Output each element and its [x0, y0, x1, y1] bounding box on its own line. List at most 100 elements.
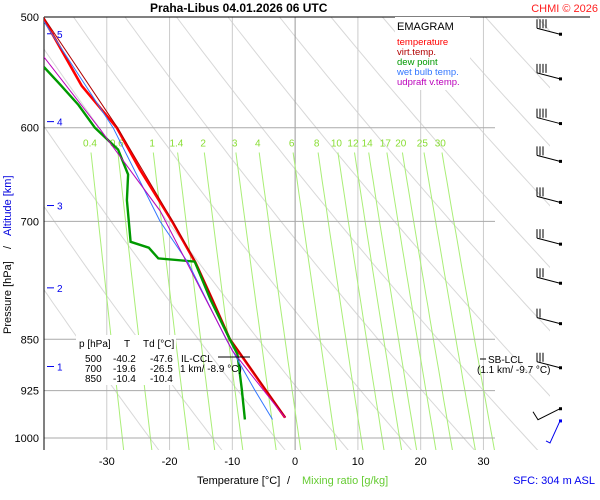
sfc-altitude: SFC: 304 m ASL [513, 475, 595, 487]
wind-barb-station [559, 419, 562, 423]
dry-adiabat [44, 48, 349, 450]
y-tick-label: 850 [21, 334, 39, 346]
mixing-ratio-label: 2 [200, 139, 206, 150]
wind-barb-staff [536, 361, 561, 369]
altitude-tick-label: 1 [57, 363, 63, 374]
levels-table: p [hPa] T Td [°C] 500 -40.2 -47.6 700 -1… [76, 335, 176, 385]
y-axis-sep: / [2, 245, 14, 249]
dry-adiabat [72, 17, 412, 450]
wind-barb-staff [536, 195, 561, 203]
y-tick-label: 1000 [15, 433, 39, 445]
x-tick-label: -30 [99, 456, 115, 468]
copyright: CHMI © 2026 [531, 3, 598, 15]
sb-lcl-label: SB-LCL [488, 355, 523, 366]
mixing-ratio-label: 14 [362, 139, 374, 150]
wind-barb [532, 407, 562, 421]
wind-barb-station [559, 242, 562, 246]
dry-adiabat [44, 288, 160, 450]
legend-item: temperature [397, 37, 448, 48]
series-line-wet-bulb-temp [44, 20, 273, 420]
mixing-ratio-line [386, 152, 437, 450]
wind-barb [545, 419, 562, 444]
dry-adiabat [536, 17, 550, 32]
table-cell: 500 [85, 354, 102, 365]
mixing-ratio-line [90, 152, 125, 450]
mixing-ratio-label: 3 [232, 139, 238, 150]
altitude-tick-label: 5 [57, 30, 63, 41]
wind-barb-station [559, 322, 562, 326]
wind-barb-station [559, 407, 562, 411]
mixing-ratio-label: 25 [417, 139, 429, 150]
dry-adiabat [175, 17, 539, 450]
x-tick-label: -10 [224, 456, 240, 468]
altitude-tick-label: 3 [57, 202, 63, 213]
y-axis-label-altitude: Altitude [km] [2, 175, 14, 236]
mixing-ratio-label: 4 [255, 139, 261, 150]
wind-barb-staff [536, 117, 561, 125]
wind-barb-station [559, 200, 562, 204]
mixing-ratio-line [203, 152, 244, 450]
wind-barb-station [559, 159, 562, 163]
mixing-ratio-label: 17 [380, 139, 392, 150]
wind-barb-station [559, 77, 562, 81]
dry-adiabat [330, 17, 550, 269]
mixing-ratio-line [258, 152, 302, 450]
dry-adiabat [278, 17, 550, 332]
mixing-ratio-line [368, 152, 418, 450]
wind-barb-station [559, 281, 562, 285]
sb-lcl-info: (1.1 km/ -9.7 °C) [477, 365, 550, 376]
wind-barb [536, 19, 562, 36]
legend-item: virt.temp. [397, 47, 436, 58]
mixing-ratio-label: 20 [395, 139, 407, 150]
y-tick-label: 925 [21, 386, 39, 398]
mixing-ratio-label: 8 [314, 139, 320, 150]
mixing-ratio-line [117, 152, 153, 450]
table-cell: -26.5 [150, 364, 173, 375]
mixing-ratio-line [235, 152, 277, 450]
y-axis-label: Pressure [hPa] [2, 261, 14, 334]
table-header-td: Td [°C] [143, 339, 174, 350]
x-axis-label-mixing: Mixing ratio [g/kg] [302, 475, 388, 487]
wind-barb-staff [545, 420, 561, 444]
table-header-p: p [hPa] [79, 339, 111, 350]
table-cell: 850 [85, 374, 102, 385]
table-cell: -40.2 [113, 354, 136, 365]
y-tick-label: 700 [21, 216, 39, 228]
mixing-ratio-label: 6 [289, 139, 295, 150]
legend-box [395, 17, 470, 90]
mixing-ratio-label: 0.4 [83, 139, 97, 150]
mixing-ratio-label: 12 [347, 139, 359, 150]
mixing-ratio-line [317, 152, 364, 450]
mixing-ratio-label: 0.6 [110, 139, 124, 150]
mixing-ratio-line [292, 152, 338, 450]
legend-item: dew point [397, 57, 438, 68]
wind-barb [536, 268, 562, 285]
y-tick-label: 500 [21, 12, 39, 24]
mixing-ratio-line [152, 152, 190, 450]
table-cell: -19.6 [113, 364, 136, 375]
altitude-tick-label: 4 [57, 118, 63, 129]
legend-item: wet bulb temp. [396, 67, 459, 78]
x-tick-label: 0 [292, 456, 298, 468]
chart-header-title: Praha-Libus 04.01.2026 06 UTC [150, 1, 328, 15]
mixing-ratio-label: 1 [149, 139, 155, 150]
il-ccl-label: IL-CCL [181, 354, 213, 365]
table-cell: -47.6 [150, 354, 173, 365]
altitude-tick-label: 2 [57, 284, 63, 295]
table-cell: -10.4 [150, 374, 173, 385]
mixing-ratio-label: 10 [331, 139, 343, 150]
wind-barb [536, 146, 562, 163]
wind-barb-staff [536, 72, 561, 80]
legend-item: udpraft v.temp. [397, 77, 460, 88]
wind-barb-staff [532, 408, 561, 421]
wind-barb [536, 229, 562, 246]
wind-barb-staff [536, 276, 561, 284]
x-tick-label: -20 [162, 456, 178, 468]
x-tick-label: 30 [477, 456, 489, 468]
mixing-ratio-line [337, 152, 385, 450]
mixing-ratio-line [401, 152, 453, 450]
mixing-ratio-line [177, 152, 216, 450]
wind-barb [536, 308, 562, 326]
x-tick-label: 10 [352, 456, 364, 468]
